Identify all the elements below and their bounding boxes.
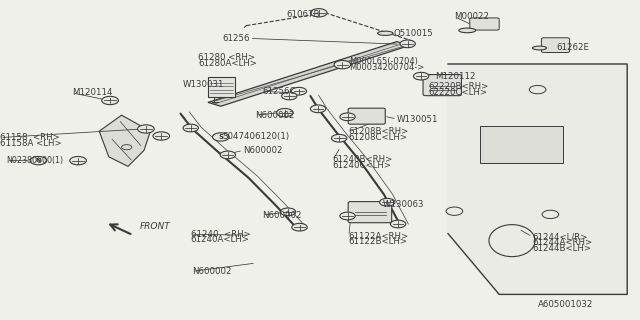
Text: W130031: W130031 [182, 80, 224, 89]
Text: 61240C<LH>: 61240C<LH> [333, 161, 392, 170]
Circle shape [138, 125, 154, 133]
Text: 61067B: 61067B [287, 10, 320, 19]
Text: 61262E: 61262E [557, 43, 590, 52]
Text: 61158  <RH>: 61158 <RH> [0, 133, 60, 142]
Circle shape [153, 132, 170, 140]
Circle shape [220, 151, 236, 159]
Circle shape [30, 156, 47, 165]
Circle shape [334, 60, 351, 69]
FancyBboxPatch shape [348, 202, 392, 223]
Text: 61208C<LH>: 61208C<LH> [349, 133, 408, 142]
Text: 61122A<RH>: 61122A<RH> [349, 232, 409, 241]
Text: 61122B<LH>: 61122B<LH> [349, 237, 408, 246]
Ellipse shape [459, 28, 476, 33]
Text: FRONT: FRONT [140, 222, 170, 231]
Text: 62220B<RH>: 62220B<RH> [429, 82, 489, 91]
Text: 61240A<LH>: 61240A<LH> [191, 236, 250, 244]
Circle shape [212, 133, 229, 141]
Circle shape [70, 156, 86, 165]
Text: M00022: M00022 [454, 12, 490, 21]
Circle shape [183, 124, 198, 132]
Circle shape [310, 105, 326, 113]
Text: 61208B<RH>: 61208B<RH> [349, 127, 409, 136]
Circle shape [291, 87, 307, 95]
Ellipse shape [378, 31, 393, 36]
Text: W130063: W130063 [383, 200, 424, 209]
Text: 61244A<RH>: 61244A<RH> [532, 238, 593, 247]
FancyBboxPatch shape [423, 75, 461, 96]
Circle shape [292, 223, 307, 231]
Text: M120112: M120112 [435, 72, 476, 81]
Text: 62220C<LH>: 62220C<LH> [429, 88, 488, 97]
Text: 61256: 61256 [222, 34, 250, 43]
FancyBboxPatch shape [470, 18, 499, 30]
Circle shape [400, 40, 415, 48]
Circle shape [310, 9, 327, 17]
Text: 61256C: 61256C [262, 87, 296, 96]
Polygon shape [99, 115, 150, 166]
Text: 61280 <RH>: 61280 <RH> [198, 53, 255, 62]
Polygon shape [448, 64, 627, 294]
Text: 61240B<RH>: 61240B<RH> [333, 156, 393, 164]
Text: 61158A <LH>: 61158A <LH> [0, 139, 61, 148]
Text: A605001032: A605001032 [538, 300, 593, 309]
Text: 61240  <RH>: 61240 <RH> [191, 230, 250, 239]
Text: M00034200704->: M00034200704-> [349, 63, 424, 72]
Bar [480, 126, 563, 163]
Text: N600002: N600002 [255, 111, 294, 120]
Ellipse shape [532, 46, 547, 50]
Circle shape [413, 72, 429, 80]
Circle shape [282, 92, 297, 100]
Text: S: S [218, 134, 223, 140]
Polygon shape [208, 42, 410, 106]
Text: 61244B<LH>: 61244B<LH> [532, 244, 591, 253]
FancyBboxPatch shape [348, 108, 385, 124]
Text: 61280A<LH>: 61280A<LH> [198, 60, 257, 68]
Text: W130051: W130051 [397, 115, 438, 124]
Text: N: N [36, 158, 41, 163]
Circle shape [332, 134, 347, 142]
Text: N600002: N600002 [192, 267, 232, 276]
Circle shape [340, 113, 355, 121]
Ellipse shape [489, 225, 535, 257]
Circle shape [340, 212, 355, 220]
Text: N600002: N600002 [262, 211, 302, 220]
Circle shape [390, 220, 406, 228]
Text: S047406120(1): S047406120(1) [223, 132, 290, 141]
Circle shape [102, 96, 118, 105]
Circle shape [380, 198, 395, 206]
Circle shape [280, 208, 296, 216]
Text: N02380600(1): N02380600(1) [6, 156, 63, 165]
Circle shape [446, 207, 463, 215]
Circle shape [542, 210, 559, 219]
Text: M000L65(-0704): M000L65(-0704) [349, 57, 418, 66]
Circle shape [276, 108, 293, 117]
Text: 61244<L/R>: 61244<L/R> [532, 232, 588, 241]
FancyBboxPatch shape [541, 38, 570, 52]
Text: N600002: N600002 [243, 146, 283, 155]
Text: M120114: M120114 [72, 88, 112, 97]
Bar [208, 77, 235, 97]
Circle shape [529, 85, 546, 94]
Text: Q510015: Q510015 [394, 29, 433, 38]
